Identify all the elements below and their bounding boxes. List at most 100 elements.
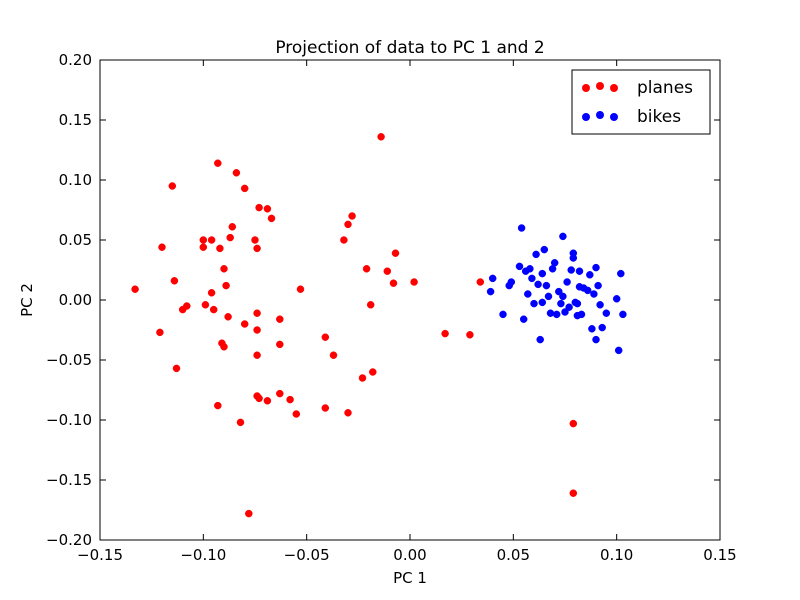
legend-marker-bikes (582, 113, 590, 121)
chart-title: Projection of data to PC 1 and 2 (275, 38, 544, 58)
data-point-planes (569, 419, 578, 428)
data-point-planes (296, 285, 305, 293)
data-point-planes (476, 278, 485, 286)
data-point-bikes (559, 232, 567, 241)
data-point-planes (286, 395, 294, 404)
x-axis-ticks: −0.15 −0.10 −0.05 0.00 0.05 0.10 0.15 (77, 60, 737, 564)
data-point-planes (224, 313, 232, 321)
data-point-planes (358, 374, 367, 382)
data-point-planes (245, 509, 253, 518)
data-point-bikes (546, 309, 555, 317)
data-point-bikes (569, 254, 578, 262)
data-point-planes (466, 331, 474, 339)
data-point-planes (253, 351, 261, 359)
data-point-planes (240, 184, 249, 193)
data-point-bikes (486, 287, 495, 296)
data-point-bikes (532, 250, 540, 259)
data-point-planes (276, 315, 284, 323)
y-tick-label: 0.10 (59, 171, 92, 189)
data-point-planes (214, 159, 222, 167)
data-point-bikes (565, 303, 573, 311)
data-point-bikes (557, 299, 565, 308)
x-tick-label: 0.10 (600, 546, 633, 564)
data-point-planes (232, 169, 241, 177)
y-tick-label: 0.00 (59, 291, 92, 309)
data-point-planes (226, 233, 234, 242)
data-point-planes (340, 236, 348, 244)
data-point-planes (369, 368, 377, 376)
legend-marker-planes (582, 84, 590, 92)
plot-frame (99, 59, 721, 541)
data-point-planes (377, 133, 385, 141)
data-point-bikes (617, 269, 625, 278)
legend-box (571, 69, 711, 135)
data-point-planes (344, 409, 352, 417)
data-point-bikes (594, 281, 602, 290)
data-point-planes (321, 404, 330, 412)
data-point-planes (366, 301, 375, 309)
data-point-planes (201, 301, 210, 309)
data-point-bikes (544, 292, 553, 301)
data-point-planes (276, 389, 284, 398)
y-tick-label: 0.05 (59, 231, 92, 249)
data-point-planes (362, 265, 371, 273)
x-tick-label: 0.05 (497, 546, 530, 564)
data-point-planes (199, 243, 208, 251)
data-point-bikes (573, 299, 582, 308)
y-axis-ticks: 0.20 0.15 0.10 0.05 0.00 −0.05 −0.10 −0.15 −0.20 (46, 51, 720, 549)
legend-marker-bikes (596, 111, 604, 119)
data-point-bikes (515, 262, 524, 271)
legend-label-bikes: bikes (637, 107, 681, 127)
data-point-bikes (536, 335, 544, 344)
data-point-bikes (590, 290, 598, 298)
data-point-bikes (561, 308, 569, 316)
legend-marker-bikes (610, 113, 618, 121)
data-point-bikes (552, 310, 561, 319)
data-point-planes (168, 182, 177, 190)
data-point-planes (441, 329, 449, 338)
data-point-bikes (499, 310, 507, 319)
data-point-bikes (583, 286, 592, 295)
legend-label-planes: planes (637, 78, 693, 98)
x-tick-label: 0.00 (393, 546, 426, 564)
data-point-bikes (612, 295, 621, 303)
data-point-planes (207, 289, 216, 297)
data-point-planes (292, 410, 301, 418)
data-point-bikes (577, 310, 586, 319)
y-tick-label: 0.20 (59, 51, 92, 69)
data-point-bikes (540, 245, 549, 254)
data-point-planes (131, 285, 139, 293)
data-point-bikes (488, 274, 497, 283)
data-point-bikes (592, 263, 600, 272)
data-point-planes (228, 223, 237, 231)
data-point-planes (255, 203, 263, 212)
data-point-bikes (619, 310, 627, 319)
data-point-planes (158, 243, 166, 251)
y-tick-label: −0.05 (46, 351, 92, 369)
data-point-bikes (575, 267, 584, 275)
x-tick-label: −0.05 (284, 546, 330, 564)
data-point-bikes (559, 292, 567, 301)
plot-points (131, 133, 627, 518)
data-point-bikes (596, 301, 604, 309)
data-point-planes (255, 394, 263, 403)
data-point-bikes (588, 325, 596, 333)
data-point-planes (389, 279, 398, 287)
data-point-bikes (528, 274, 536, 283)
data-point-planes (170, 277, 179, 285)
y-tick-label: −0.20 (46, 531, 92, 549)
data-point-planes (348, 212, 356, 220)
data-point-bikes (567, 266, 575, 274)
data-point-bikes (542, 281, 551, 290)
data-point-bikes (592, 335, 600, 344)
legend: planes bikes (571, 69, 711, 135)
data-point-planes (410, 278, 418, 286)
data-point-planes (222, 281, 230, 290)
data-point-planes (172, 364, 181, 373)
data-point-planes (220, 343, 228, 351)
data-point-planes (329, 351, 338, 359)
legend-marker-planes (596, 82, 604, 90)
x-tick-label: 0.15 (703, 546, 736, 564)
y-tick-label: 0.15 (59, 111, 92, 129)
data-point-planes (220, 265, 228, 273)
